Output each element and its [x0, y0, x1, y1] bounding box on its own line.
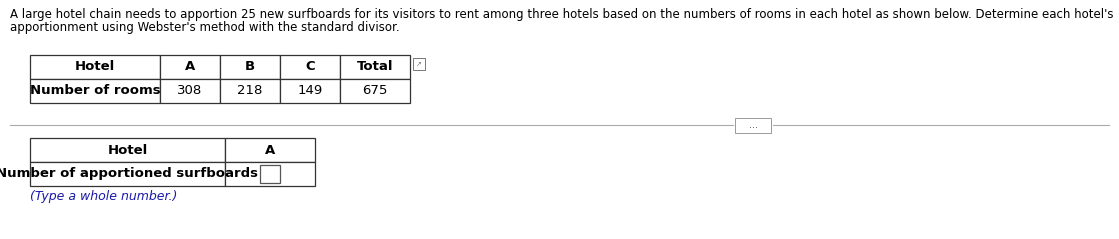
Bar — [30, 79, 160, 103]
Bar — [225, 162, 316, 186]
Bar — [280, 55, 340, 79]
Text: 218: 218 — [237, 85, 263, 98]
Bar — [30, 55, 160, 79]
Text: Hotel: Hotel — [107, 143, 148, 157]
Bar — [340, 55, 410, 79]
Text: 149: 149 — [298, 85, 322, 98]
Text: B: B — [245, 60, 255, 74]
Text: 675: 675 — [363, 85, 387, 98]
Bar — [30, 162, 225, 186]
Text: apportionment using Webster's method with the standard divisor.: apportionment using Webster's method wit… — [10, 21, 399, 34]
Bar — [735, 118, 771, 133]
Bar — [220, 79, 280, 103]
Bar — [30, 138, 225, 162]
Bar — [340, 79, 410, 103]
Text: Hotel: Hotel — [75, 60, 115, 74]
Text: ...: ... — [749, 120, 758, 130]
Text: 308: 308 — [178, 85, 203, 98]
Text: C: C — [305, 60, 314, 74]
Bar — [220, 55, 280, 79]
Bar — [280, 79, 340, 103]
Bar — [260, 165, 280, 183]
Text: (Type a whole number.): (Type a whole number.) — [30, 190, 178, 203]
Text: Total: Total — [357, 60, 393, 74]
Text: ↗: ↗ — [416, 61, 422, 67]
Text: Number of rooms: Number of rooms — [30, 85, 160, 98]
Bar — [413, 58, 425, 70]
Text: Number of apportioned surfboards: Number of apportioned surfboards — [0, 168, 258, 180]
Text: A large hotel chain needs to apportion 25 new surfboards for its visitors to ren: A large hotel chain needs to apportion 2… — [10, 8, 1113, 21]
Bar — [225, 138, 316, 162]
Text: A: A — [265, 143, 275, 157]
Bar — [160, 79, 220, 103]
Bar — [160, 55, 220, 79]
Text: A: A — [185, 60, 195, 74]
